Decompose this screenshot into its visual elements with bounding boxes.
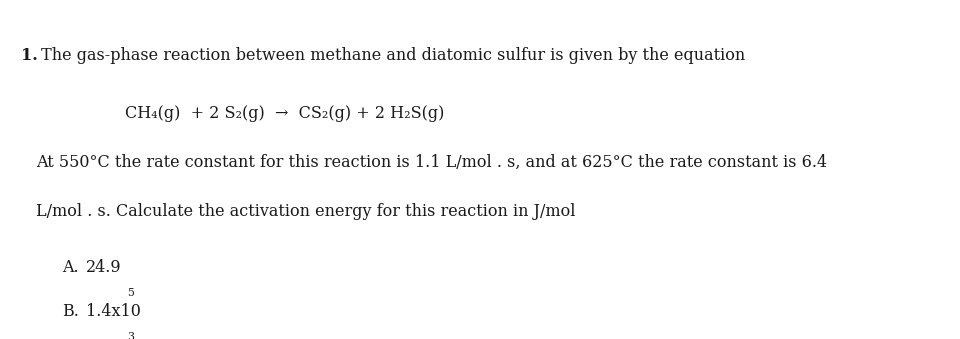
Text: 3: 3: [128, 332, 134, 339]
Text: At 550°C the rate constant for this reaction is 1.1 L/mol . s, and at 625°C the : At 550°C the rate constant for this reac…: [36, 154, 828, 171]
Text: L/mol . s. Calculate the activation energy for this reaction in J/mol: L/mol . s. Calculate the activation ener…: [36, 203, 576, 220]
Text: 5: 5: [128, 288, 134, 298]
Text: A.: A.: [62, 259, 79, 276]
Text: 1.: 1.: [21, 47, 37, 64]
Text: B.: B.: [62, 303, 80, 320]
Text: 1.4x10: 1.4x10: [86, 303, 141, 320]
Text: CH₄(g)  + 2 S₂(g)  →  CS₂(g) + 2 H₂S(g): CH₄(g) + 2 S₂(g) → CS₂(g) + 2 H₂S(g): [125, 105, 444, 122]
Text: The gas-phase reaction between methane and diatomic sulfur is given by the equat: The gas-phase reaction between methane a…: [36, 47, 746, 64]
Text: 24.9: 24.9: [86, 259, 122, 276]
